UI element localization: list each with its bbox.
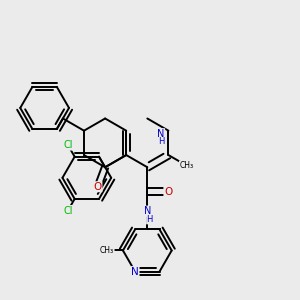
Text: H: H xyxy=(158,137,164,146)
Text: N: N xyxy=(144,206,151,216)
Text: CH₃: CH₃ xyxy=(100,246,114,255)
Text: Cl: Cl xyxy=(63,206,73,215)
Text: Cl: Cl xyxy=(63,140,73,150)
Text: CH₃: CH₃ xyxy=(179,161,194,170)
Text: H: H xyxy=(146,215,153,224)
Text: N: N xyxy=(131,267,139,277)
Text: O: O xyxy=(164,187,172,196)
Text: O: O xyxy=(94,182,102,192)
Text: N: N xyxy=(157,129,165,139)
